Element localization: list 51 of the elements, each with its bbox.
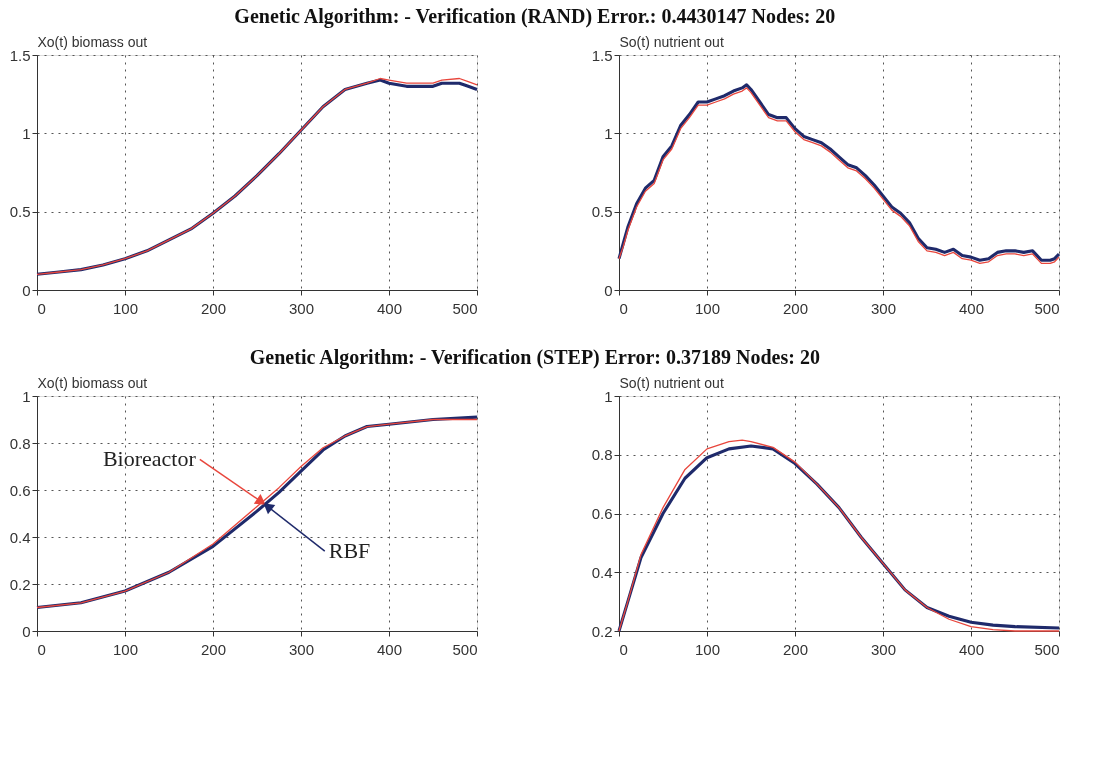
x-tick-label: 100 (694, 640, 721, 658)
x-tick-label: 300 (288, 299, 315, 317)
y-tick-label: 0.6 (591, 505, 613, 522)
y-axis-title: So(t) nutrient out (619, 374, 724, 391)
annotation: RBF (328, 538, 371, 564)
x-tick-label: 500 (1034, 640, 1060, 658)
x-tick-label: 200 (200, 640, 227, 658)
x-tick-label: 0 (619, 299, 628, 317)
x-tick-label: 400 (376, 299, 403, 317)
x-tick-label: 300 (288, 640, 315, 658)
x-tick-label: 0 (37, 640, 46, 658)
y-tick-label: 1 (604, 124, 613, 142)
x-tick-label: 500 (1034, 299, 1060, 317)
x-tick-label: 200 (200, 299, 227, 317)
x-tick-label: 400 (376, 640, 403, 658)
y-axis-title: Xo(t) biomass out (37, 33, 148, 50)
y-tick-label: 0.4 (591, 563, 613, 581)
y-tick-label: 0.2 (591, 622, 613, 640)
y-tick-label: 0.8 (9, 434, 31, 452)
y-tick-label: 1.5 (9, 46, 31, 64)
x-tick-label: 400 (958, 299, 985, 317)
x-tick-label: 0 (37, 299, 46, 317)
y-tick-label: 0 (604, 281, 613, 299)
x-tick-label: 300 (870, 299, 897, 317)
x-tick-label: 500 (452, 299, 478, 317)
annotation: Bioreactor (102, 446, 197, 472)
y-tick-label: 1 (22, 387, 31, 405)
x-tick-label: 100 (112, 640, 139, 658)
y-tick-label: 1 (22, 124, 31, 142)
y-axis-title: Xo(t) biomass out (37, 374, 148, 391)
y-tick-label: 1.5 (591, 46, 613, 64)
text: Genetic Algorithm: - Verification (RAND) Error.: 0.4430147 Nodes: 20 (234, 4, 836, 28)
y-tick-label: 0.6 (9, 481, 31, 499)
y-tick-label: 0.5 (591, 203, 613, 221)
text: Genetic Algorithm: - Verification (STEP) Error: 0.37189 Nodes: 20 (249, 345, 820, 369)
x-tick-label: 500 (452, 640, 478, 658)
x-tick-label: 300 (870, 640, 897, 658)
y-tick-label: 0.4 (9, 528, 31, 546)
x-tick-label: 100 (112, 299, 139, 317)
y-tick-label: 0.2 (9, 575, 31, 593)
y-tick-label: 0 (22, 281, 31, 299)
y-axis-title: So(t) nutrient out (619, 33, 724, 50)
x-tick-label: 200 (782, 640, 809, 658)
y-tick-label: 0.5 (9, 203, 31, 221)
x-tick-label: 200 (782, 299, 809, 317)
y-tick-label: 0 (22, 622, 31, 640)
x-tick-label: 400 (958, 640, 985, 658)
x-tick-label: 100 (694, 299, 721, 317)
y-tick-label: 0.8 (591, 446, 613, 464)
x-tick-label: 0 (619, 640, 628, 658)
y-tick-label: 1 (604, 387, 613, 405)
